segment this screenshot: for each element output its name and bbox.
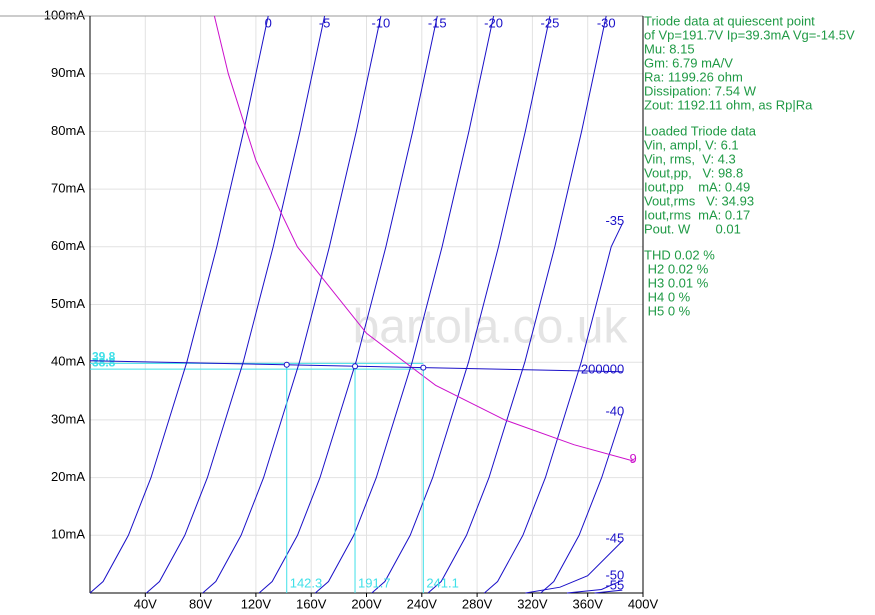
- y-tick-label: 20mA: [51, 469, 85, 484]
- watermark: bartola.co.uk: [353, 301, 629, 354]
- curve: [566, 579, 623, 594]
- info-line: Vout,pp, V: 98.8: [644, 165, 743, 180]
- info-line: Gm: 6.79 mA/V: [644, 55, 733, 70]
- curve-label: -35: [605, 213, 624, 228]
- operating-point: [283, 361, 290, 368]
- info-line: Loaded Triode data: [644, 123, 757, 138]
- operating-point-label: 191.7: [358, 575, 391, 590]
- current-level-label: 39.8: [92, 350, 116, 364]
- info-line: H3 0.01 %: [644, 275, 709, 290]
- y-tick-label: 80mA: [51, 123, 85, 138]
- x-tick-label: 200V: [351, 596, 382, 611]
- curve-label: -40: [605, 404, 624, 419]
- curve: [89, 15, 269, 594]
- x-tick-label: 280V: [462, 596, 493, 611]
- info-line: Dissipation: 7.54 W: [644, 83, 757, 98]
- operating-point: [352, 363, 359, 370]
- x-tick-label: 40V: [134, 596, 157, 611]
- y-tick-label: 70mA: [51, 181, 85, 196]
- operating-point-label: 241.1: [426, 575, 459, 590]
- info-line: THD 0.02 %: [644, 247, 715, 262]
- operating-point-label: 142.3: [290, 575, 323, 590]
- curve-label: -50: [605, 568, 624, 583]
- x-tick-label: 240V: [407, 596, 438, 611]
- info-line: Mu: 8.15: [644, 41, 695, 56]
- curve: [540, 413, 623, 594]
- curve: [484, 223, 623, 594]
- curve-label: -15: [428, 15, 447, 30]
- curve-label: 200000: [581, 361, 624, 376]
- curve-label: 0: [265, 15, 272, 30]
- curve: [213, 15, 635, 462]
- operating-point: [420, 364, 427, 371]
- y-tick-label: 90mA: [51, 65, 85, 80]
- curve: [314, 15, 495, 594]
- curve: [146, 15, 326, 594]
- info-line: of Vp=191.7V Ip=39.3mA Vg=-14.5V: [644, 27, 855, 42]
- y-tick-label: 40mA: [51, 354, 85, 369]
- curve-label: -20: [484, 15, 503, 30]
- curve-label: -30: [597, 15, 616, 30]
- x-tick-label: 400V: [628, 596, 659, 611]
- info-line: Pout. W 0.01: [644, 221, 741, 236]
- current-level-label: 38.8: [92, 355, 116, 369]
- info-line: H4 0 %: [644, 289, 691, 304]
- curve-label: -55: [605, 578, 624, 593]
- y-tick-label: 100mA: [44, 7, 86, 22]
- x-tick-label: 160V: [296, 596, 327, 611]
- x-tick-label: 320V: [517, 596, 548, 611]
- info-line: Triode data at quiescent point: [644, 13, 815, 28]
- info-line: Vout,rms V: 34.93: [644, 193, 754, 208]
- curve: [525, 540, 623, 594]
- y-tick-label: 10mA: [51, 527, 85, 542]
- curve-label: -10: [371, 15, 390, 30]
- y-tick-label: 60mA: [51, 238, 85, 253]
- info-line: Iout,pp mA: 0.49: [644, 179, 750, 194]
- curve-label: -25: [541, 15, 560, 30]
- curve: [258, 15, 438, 594]
- curve: [594, 589, 623, 594]
- info-line: Vin, ampl, V: 6.1: [644, 137, 739, 152]
- info-line: H2 0.02 %: [644, 261, 709, 276]
- curve: [202, 15, 382, 594]
- x-tick-label: 80V: [189, 596, 212, 611]
- y-tick-label: 30mA: [51, 411, 85, 426]
- curve: [427, 15, 607, 594]
- y-tick-label: 50mA: [51, 296, 85, 311]
- x-tick-label: 120V: [241, 596, 272, 611]
- x-tick-label: 360V: [573, 596, 604, 611]
- curve-label: 9: [629, 451, 636, 466]
- info-line: H5 0 %: [644, 303, 691, 318]
- curve: [371, 15, 551, 594]
- info-line: Iout,rms mA: 0.17: [644, 207, 750, 222]
- info-line: Ra: 1199.26 ohm: [644, 69, 743, 84]
- curve-label: -45: [605, 531, 624, 546]
- info-line: Zout: 1192.11 ohm, as Rp|Ra: [644, 97, 813, 112]
- info-line: Vin, rms, V: 4.3: [644, 151, 736, 166]
- curve-label: -5: [319, 15, 331, 30]
